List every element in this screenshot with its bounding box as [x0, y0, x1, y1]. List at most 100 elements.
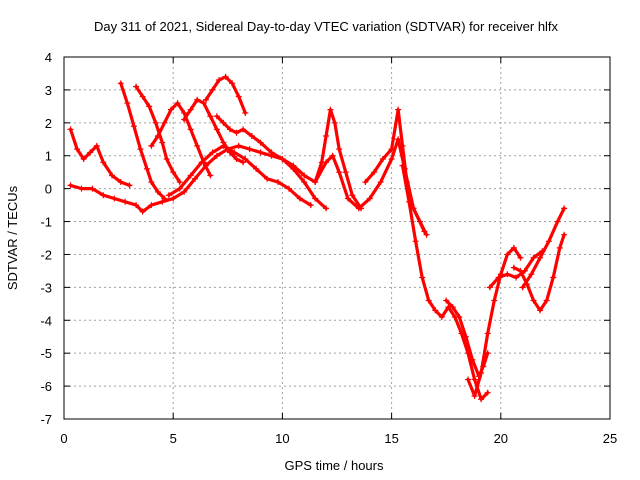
data-point — [248, 132, 255, 139]
data-point — [231, 149, 238, 156]
data-point — [213, 152, 220, 159]
data-point — [349, 192, 356, 199]
data-point — [528, 271, 535, 278]
data-point — [235, 93, 242, 100]
data-point — [504, 251, 511, 258]
data-point — [100, 159, 107, 166]
data-point — [423, 231, 430, 238]
data-point — [478, 396, 485, 403]
data-point — [130, 123, 137, 130]
data-point — [290, 165, 297, 172]
data-point — [449, 304, 456, 311]
data-point — [159, 198, 166, 205]
data-point — [491, 297, 498, 304]
x-tick-label: 10 — [275, 431, 289, 446]
data-point — [209, 86, 216, 93]
y-tick-label: -6 — [40, 379, 52, 394]
data-point — [331, 119, 338, 126]
data-point — [537, 307, 544, 314]
data-point — [80, 156, 87, 163]
x-tick-label: 5 — [170, 431, 177, 446]
data-point — [229, 80, 236, 87]
data-point — [412, 238, 419, 245]
data-point — [187, 106, 194, 113]
chart-title: Day 311 of 2021, Sidereal Day-to-day VTE… — [94, 19, 559, 34]
data-point — [154, 188, 161, 195]
data-point — [425, 297, 432, 304]
data-point — [443, 297, 450, 304]
data-point — [181, 116, 188, 123]
y-tick-label: 0 — [45, 182, 52, 197]
data-point — [519, 284, 526, 291]
y-tick-label: -2 — [40, 247, 52, 262]
data-point — [513, 274, 520, 281]
data-point — [148, 179, 155, 186]
y-tick-label: 4 — [45, 50, 52, 65]
data-point — [216, 77, 223, 84]
data-point — [148, 202, 155, 209]
y-axis-label: SDTVAR / TECUs — [5, 185, 20, 290]
data-point — [100, 192, 107, 199]
data-point — [233, 156, 240, 163]
data-point — [235, 142, 242, 149]
series-line — [119, 81, 167, 201]
y-tick-label: 3 — [45, 83, 52, 98]
x-axis-label: GPS time / hours — [285, 458, 384, 473]
data-point — [137, 146, 144, 153]
data-point — [117, 179, 124, 186]
data-point — [209, 149, 216, 156]
data-point — [87, 149, 94, 156]
data-point — [336, 169, 343, 176]
series-line — [167, 144, 313, 207]
data-point — [170, 195, 177, 202]
data-point — [388, 156, 395, 163]
data-point — [207, 172, 214, 179]
data-point — [301, 179, 308, 186]
data-point — [371, 169, 378, 176]
data-point — [139, 208, 146, 215]
data-point — [495, 274, 502, 281]
data-point — [344, 195, 351, 202]
data-point — [109, 172, 116, 179]
data-point — [159, 139, 166, 146]
data-point — [194, 142, 201, 149]
data-point — [465, 376, 472, 383]
data-point — [67, 126, 74, 133]
data-point — [181, 188, 188, 195]
data-point — [213, 113, 220, 120]
data-point — [537, 254, 544, 261]
series-arc-3 — [117, 80, 168, 202]
data-point — [220, 119, 227, 126]
tick-layer: 0 5 10 15 20 25 -7 -6 -5 -4 -3 -2 -1 0 1 2 3 4 — [40, 50, 617, 446]
data-point — [279, 156, 286, 163]
series-arc-16 — [510, 231, 568, 314]
data-point — [152, 119, 159, 126]
data-point — [93, 142, 100, 149]
data-point — [200, 100, 207, 107]
series-arc-10 — [312, 106, 365, 212]
data-point — [257, 139, 264, 146]
series-line — [521, 206, 566, 289]
data-point — [323, 132, 330, 139]
data-point — [543, 297, 550, 304]
data-point — [438, 313, 445, 320]
y-tick-label: -7 — [40, 412, 52, 427]
series-line — [400, 164, 490, 401]
data-point — [117, 80, 124, 87]
data-point — [220, 142, 227, 149]
data-point — [478, 369, 485, 376]
data-point — [432, 307, 439, 314]
data-point — [161, 119, 168, 126]
data-point — [510, 264, 517, 271]
data-point — [419, 274, 426, 281]
series-arc-11 — [362, 106, 430, 238]
data-point — [358, 205, 365, 212]
data-point — [78, 185, 85, 192]
data-point — [124, 100, 131, 107]
data-point — [165, 192, 172, 199]
data-point — [318, 159, 325, 166]
data-point — [242, 109, 249, 116]
data-point — [395, 106, 402, 113]
data-point — [484, 330, 491, 337]
